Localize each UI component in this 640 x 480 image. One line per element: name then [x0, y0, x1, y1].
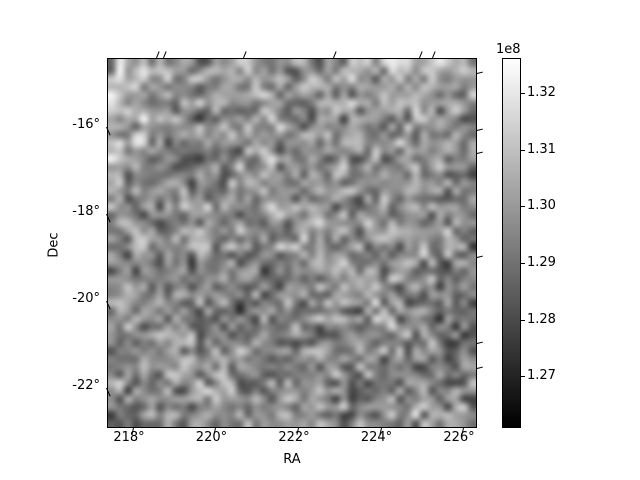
colorbar-tick-label: 1.31 — [527, 141, 556, 157]
right-tick-mark — [476, 366, 483, 370]
colorbar-offset-label: 1e8 — [496, 42, 521, 57]
colorbar-tick-mark — [521, 263, 525, 265]
colorbar-tick-label: 1.32 — [527, 85, 556, 100]
x-tick-label: 218° — [113, 430, 145, 445]
colorbar-tick-label: 1.27 — [527, 368, 556, 383]
x-tick-label: 222° — [278, 430, 310, 445]
y-axis-label: Dec — [46, 232, 62, 258]
y-tick-label: -22° — [72, 378, 100, 393]
x-tick-label: 224° — [360, 430, 393, 445]
y-tick-label: -18° — [72, 203, 100, 219]
x-tick-label: 220° — [195, 430, 228, 445]
colorbar — [502, 58, 521, 428]
colorbar-tick-mark — [521, 93, 525, 95]
colorbar-tick-label: 1.29 — [527, 255, 556, 271]
right-tick-mark — [476, 151, 483, 155]
right-tick-mark — [476, 128, 483, 132]
y-tick-label: -20° — [72, 291, 100, 307]
plot-area — [107, 58, 477, 428]
colorbar-tick-mark — [521, 149, 525, 151]
colorbar-tick-mark — [521, 319, 525, 321]
right-tick-mark — [476, 255, 483, 259]
heatmap-image — [108, 59, 476, 427]
right-tick-mark — [476, 71, 483, 75]
x-tick-label: 226° — [443, 430, 475, 445]
y-tick-label: -16° — [72, 117, 100, 132]
colorbar-tick-label: 1.28 — [527, 311, 556, 327]
colorbar-tick-mark — [521, 206, 525, 208]
colorbar-tick-label: 1.30 — [527, 198, 556, 213]
right-tick-mark — [476, 341, 483, 345]
colorbar-tick-mark — [521, 376, 525, 378]
x-axis-label: RA — [283, 452, 301, 467]
